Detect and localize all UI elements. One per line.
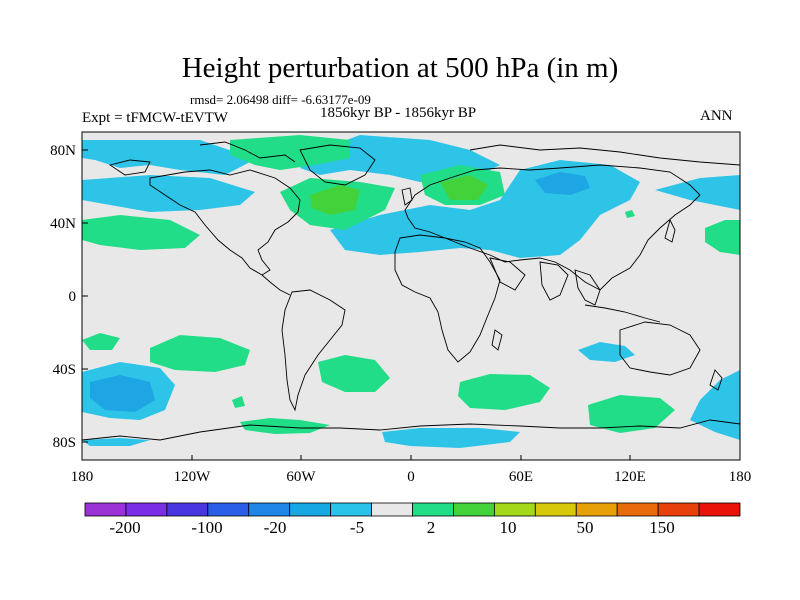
negative-anomaly-regions xyxy=(82,135,740,448)
colorbar-label-8: 150 xyxy=(649,518,675,537)
colorbar-box xyxy=(248,502,291,517)
positive-region-north-pacific-west xyxy=(82,215,200,250)
colorbar xyxy=(84,502,741,517)
positive-region-southern-ocean xyxy=(240,418,330,434)
positive-region-south-pacific-west xyxy=(82,333,120,350)
positive-anomaly-regions xyxy=(82,135,740,434)
coastline-arabia xyxy=(489,257,526,291)
colorbar-label-5: 2 xyxy=(427,518,436,537)
colorbar-labels: -200 -100 -20 -5 2 10 50 150 xyxy=(109,518,674,537)
strong-positive-region-europe xyxy=(440,175,488,200)
coastline-africa xyxy=(394,234,501,363)
lon-label-120w: 120W xyxy=(174,469,212,485)
lon-label-60w: 60W xyxy=(286,469,316,485)
coastline-central-america xyxy=(261,274,291,296)
lat-label-0: 0 xyxy=(69,289,77,305)
coastline-india xyxy=(539,261,569,301)
lon-label-120e: 120E xyxy=(614,469,646,485)
coastline-alaska xyxy=(108,159,151,176)
colorbar-box xyxy=(698,502,741,517)
period-label: 1856kyr BP - 1856kyr BP xyxy=(320,105,477,121)
strong-negative-anomaly-regions xyxy=(90,172,590,412)
colorbar-label-6: 10 xyxy=(500,518,517,537)
colorbar-box xyxy=(534,502,577,517)
coastline-europe-asia xyxy=(404,164,701,291)
anomaly-region-antarctic-pacific xyxy=(82,438,150,446)
positive-region-north-pacific-east xyxy=(705,220,740,255)
colorbar-box xyxy=(657,502,700,517)
coastline-australia xyxy=(619,321,701,376)
anomaly-region-indian-ocean xyxy=(578,342,635,362)
colorbar-box xyxy=(616,502,659,517)
strong-positive-anomaly-regions xyxy=(310,175,488,215)
colorbar-box xyxy=(412,502,454,517)
colorbar-box xyxy=(330,502,372,517)
lon-label-0: 0 xyxy=(407,469,415,485)
longitude-axis: 180 120W 60W 0 60E 120E 180 xyxy=(71,455,752,485)
positive-region-south-ocean-small xyxy=(232,396,245,408)
positive-region-arctic-greenland xyxy=(230,135,350,170)
coastline-japan xyxy=(664,218,676,243)
colorbar-label-3: -20 xyxy=(264,518,287,537)
lon-label-180w: 180 xyxy=(71,469,94,485)
lat-label-80S: 80S xyxy=(53,435,76,451)
coastline-greenland xyxy=(299,144,376,186)
colorbar-box xyxy=(125,502,168,517)
coastline-uk xyxy=(401,187,413,206)
anomaly-region-arctic-west xyxy=(82,140,250,175)
anomaly-region-pacific-north xyxy=(82,175,255,212)
colorbar-box xyxy=(493,502,536,517)
colorbar-box xyxy=(166,502,209,517)
colorbar-box xyxy=(84,502,127,517)
lat-label-40S: 40S xyxy=(53,362,76,378)
map-title: Height perturbation at 500 hPa (in m) xyxy=(181,52,619,84)
latitude-axis: 80N 40N 0 40S 80S xyxy=(50,143,88,451)
strong-anomaly-region-south-pacific xyxy=(90,375,155,412)
lon-label-60e: 60E xyxy=(509,469,533,485)
lat-label-40N: 40N xyxy=(50,216,76,232)
strong-positive-region-atlantic xyxy=(310,185,360,215)
coastline-madagascar xyxy=(491,329,503,351)
colorbar-box xyxy=(207,502,250,517)
positive-region-south-atlantic-west xyxy=(318,355,390,392)
coastline-north-america xyxy=(149,169,301,276)
colorbar-box xyxy=(575,502,618,517)
positive-region-south-pacific-center xyxy=(150,335,250,372)
positive-region-indian-ocean-south xyxy=(588,395,675,433)
colorbar-label-4: -5 xyxy=(350,518,364,537)
coastline-south-america xyxy=(281,289,346,412)
lat-label-80N: 80N xyxy=(50,143,76,159)
coastline-arctic-islands xyxy=(199,141,296,163)
coastlines xyxy=(82,141,740,441)
colorbar-box xyxy=(371,502,413,517)
map-field xyxy=(82,132,740,460)
season-label: ANN xyxy=(700,108,733,124)
coastline-southeast-asia xyxy=(574,269,601,306)
stats-text: rmsd= 2.06498 diff= -6.63177e-09 xyxy=(190,92,371,107)
colorbar-label-2: -100 xyxy=(191,518,222,537)
colorbar-box xyxy=(453,502,495,517)
colorbar-label-7: 50 xyxy=(577,518,594,537)
coastline-siberia-north xyxy=(469,144,740,166)
coastline-new-zealand xyxy=(709,369,723,391)
coastline-antarctica xyxy=(82,419,740,441)
lon-label-180e: 180 xyxy=(729,469,752,485)
positive-region-small-asia xyxy=(625,210,635,218)
strong-anomaly-region-eurasia xyxy=(535,172,590,195)
experiment-label: Expt = tFMCW-tEVTW xyxy=(82,110,228,126)
colorbar-label-1: -200 xyxy=(109,518,140,537)
positive-region-south-atlantic-east xyxy=(458,374,550,410)
coastline-indonesia xyxy=(584,304,661,323)
anomaly-region-southern-ocean xyxy=(382,428,520,448)
colorbar-box xyxy=(289,502,332,517)
